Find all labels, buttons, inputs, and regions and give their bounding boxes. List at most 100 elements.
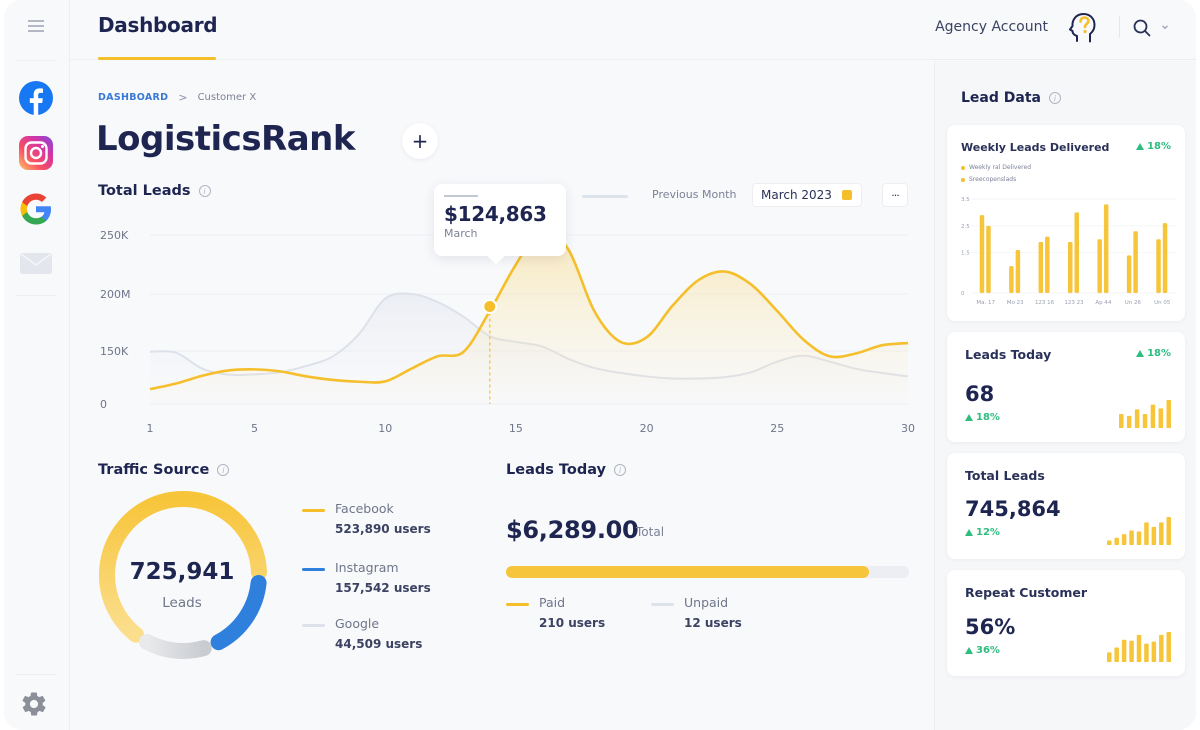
leads-today-card[interactable]: Leads Today 18% 68 18% — [947, 332, 1185, 442]
weekly-bar[interactable] — [1068, 241, 1073, 293]
instagram-icon[interactable] — [18, 135, 54, 171]
weekly-bar[interactable] — [1133, 231, 1138, 293]
traffic-source-title: Traffic Source i — [98, 462, 230, 478]
weekly-legend-item: Sreecopenslads — [961, 176, 1016, 183]
weekly-bar[interactable] — [1162, 223, 1168, 293]
weekly-bar[interactable] — [1045, 236, 1050, 293]
x-tick-label: Ap 44 — [1095, 300, 1112, 306]
sparkline-bars — [1107, 517, 1171, 545]
app-window: Dashboard Agency Account DASHBOARD > Cus… — [4, 0, 1196, 730]
add-button[interactable]: + — [402, 123, 438, 159]
top-header: Dashboard Agency Account — [70, 0, 1196, 60]
traffic-source-label: Traffic Source — [98, 462, 210, 478]
facebook-icon[interactable] — [18, 80, 54, 116]
month-select[interactable]: March 2023 — [752, 183, 862, 207]
spark-bar — [1159, 522, 1164, 545]
breadcrumb: DASHBOARD > Customer X — [98, 91, 256, 104]
gear-icon[interactable] — [20, 690, 48, 718]
delta-value: 18% — [1147, 348, 1171, 359]
weekly-bar[interactable] — [1103, 204, 1109, 293]
weekly-leads-card[interactable]: Weekly Leads Delivered 18% Weekly ral De… — [947, 125, 1185, 321]
page-title: LogisticsRank — [96, 119, 356, 159]
legend-name: Facebook — [335, 501, 394, 516]
paid-progress-fill — [506, 566, 869, 578]
weekly-bar[interactable] — [1074, 212, 1080, 293]
more-options-button[interactable]: ··· — [882, 183, 908, 207]
sparkline-bars — [1119, 400, 1171, 428]
account-switcher[interactable]: Agency Account — [935, 19, 1048, 35]
legend-value: 44,509 users — [335, 637, 423, 651]
y-tick-label: 1.5 — [961, 251, 970, 257]
weekly-bar[interactable] — [1015, 250, 1021, 293]
spark-bar — [1166, 400, 1171, 428]
weekly-bar[interactable] — [1097, 239, 1102, 293]
weekly-bar[interactable] — [979, 215, 985, 293]
donut-slice-facebook[interactable] — [99, 491, 267, 643]
total-leads-card[interactable]: Total Leads 745,864 12% — [947, 453, 1185, 559]
spark-bar — [1144, 522, 1149, 545]
x-tick-label: 10 — [378, 422, 392, 435]
x-tick-label: 25 — [770, 422, 784, 435]
breadcrumb-root-link[interactable]: DASHBOARD — [98, 92, 169, 103]
up-triangle-icon — [965, 529, 973, 536]
repeat-customer-card[interactable]: Repeat Customer 56% 36% — [947, 570, 1185, 676]
weekly-bar[interactable] — [1009, 266, 1014, 293]
y-tick-label: 2.5 — [961, 224, 970, 230]
google-icon[interactable] — [18, 191, 54, 227]
x-tick-label: 123 16 — [1035, 300, 1055, 306]
legend-previous-swatch — [582, 195, 628, 198]
legend-value: 157,542 users — [335, 581, 431, 595]
legend-dot — [961, 165, 965, 170]
info-icon[interactable]: i — [1048, 92, 1061, 104]
weekly-bar[interactable] — [1038, 241, 1044, 293]
menu-icon[interactable] — [28, 20, 44, 32]
info-icon[interactable]: i — [198, 185, 211, 197]
delta-badge: 12% — [965, 527, 1000, 538]
info-icon[interactable]: i — [614, 464, 627, 476]
up-triangle-icon — [965, 414, 973, 421]
header-title: Dashboard — [98, 13, 218, 37]
chart-tooltip: $124,863 March — [434, 184, 566, 256]
leads-today-amount: $6,289.00 — [506, 516, 639, 544]
delta-value: 12% — [976, 527, 1000, 538]
spark-bar — [1136, 531, 1142, 545]
weekly-bar[interactable] — [986, 225, 991, 293]
donut-slice-instagram[interactable] — [210, 574, 267, 651]
leads-today-total-suffix: Total — [636, 525, 665, 539]
card-title: Total Leads — [965, 468, 1045, 483]
info-icon[interactable]: i — [217, 464, 230, 476]
spark-bar — [1119, 414, 1124, 428]
tooltip-caption — [444, 194, 556, 202]
spark-bar — [1107, 652, 1112, 662]
spark-bar — [1107, 540, 1112, 545]
lead-data-title: Lead Data i — [961, 90, 1061, 106]
spark-bar — [1134, 409, 1140, 428]
spark-bar — [1159, 634, 1164, 662]
weekly-legend-item: Weekly ral Delivered — [961, 164, 1031, 171]
legend-text: Sreecopenslads — [969, 176, 1017, 183]
search-icon[interactable] — [1132, 18, 1152, 38]
delta-badge: 36% — [965, 645, 1000, 656]
x-tick-label: 30 — [901, 422, 915, 435]
x-tick-label: Un 05 — [1154, 300, 1171, 306]
mail-icon[interactable] — [18, 246, 54, 282]
legend-previous-label: Previous Month — [652, 188, 737, 201]
x-tick-label: 5 — [251, 422, 258, 435]
help-head-icon[interactable] — [1066, 8, 1102, 46]
legend-name: Paid — [539, 595, 566, 610]
active-tab-indicator — [98, 57, 216, 60]
sidebar-divider — [16, 295, 56, 296]
donut-slice-google[interactable] — [139, 633, 212, 659]
weekly-bar[interactable] — [1126, 255, 1132, 293]
x-tick-label: Un 26 — [1125, 300, 1142, 306]
delta-value: 18% — [976, 412, 1000, 423]
spark-bar — [1136, 634, 1142, 662]
total-leads-title: Total Leads i — [98, 183, 211, 199]
weekly-bar[interactable] — [1156, 239, 1161, 293]
donut-total-label: Leads — [162, 595, 202, 611]
sparkline-bars — [1107, 632, 1171, 662]
spark-bar — [1144, 643, 1149, 662]
chevron-down-icon[interactable] — [1160, 22, 1170, 32]
spark-bar — [1114, 647, 1119, 662]
highlight-point[interactable] — [482, 299, 498, 315]
